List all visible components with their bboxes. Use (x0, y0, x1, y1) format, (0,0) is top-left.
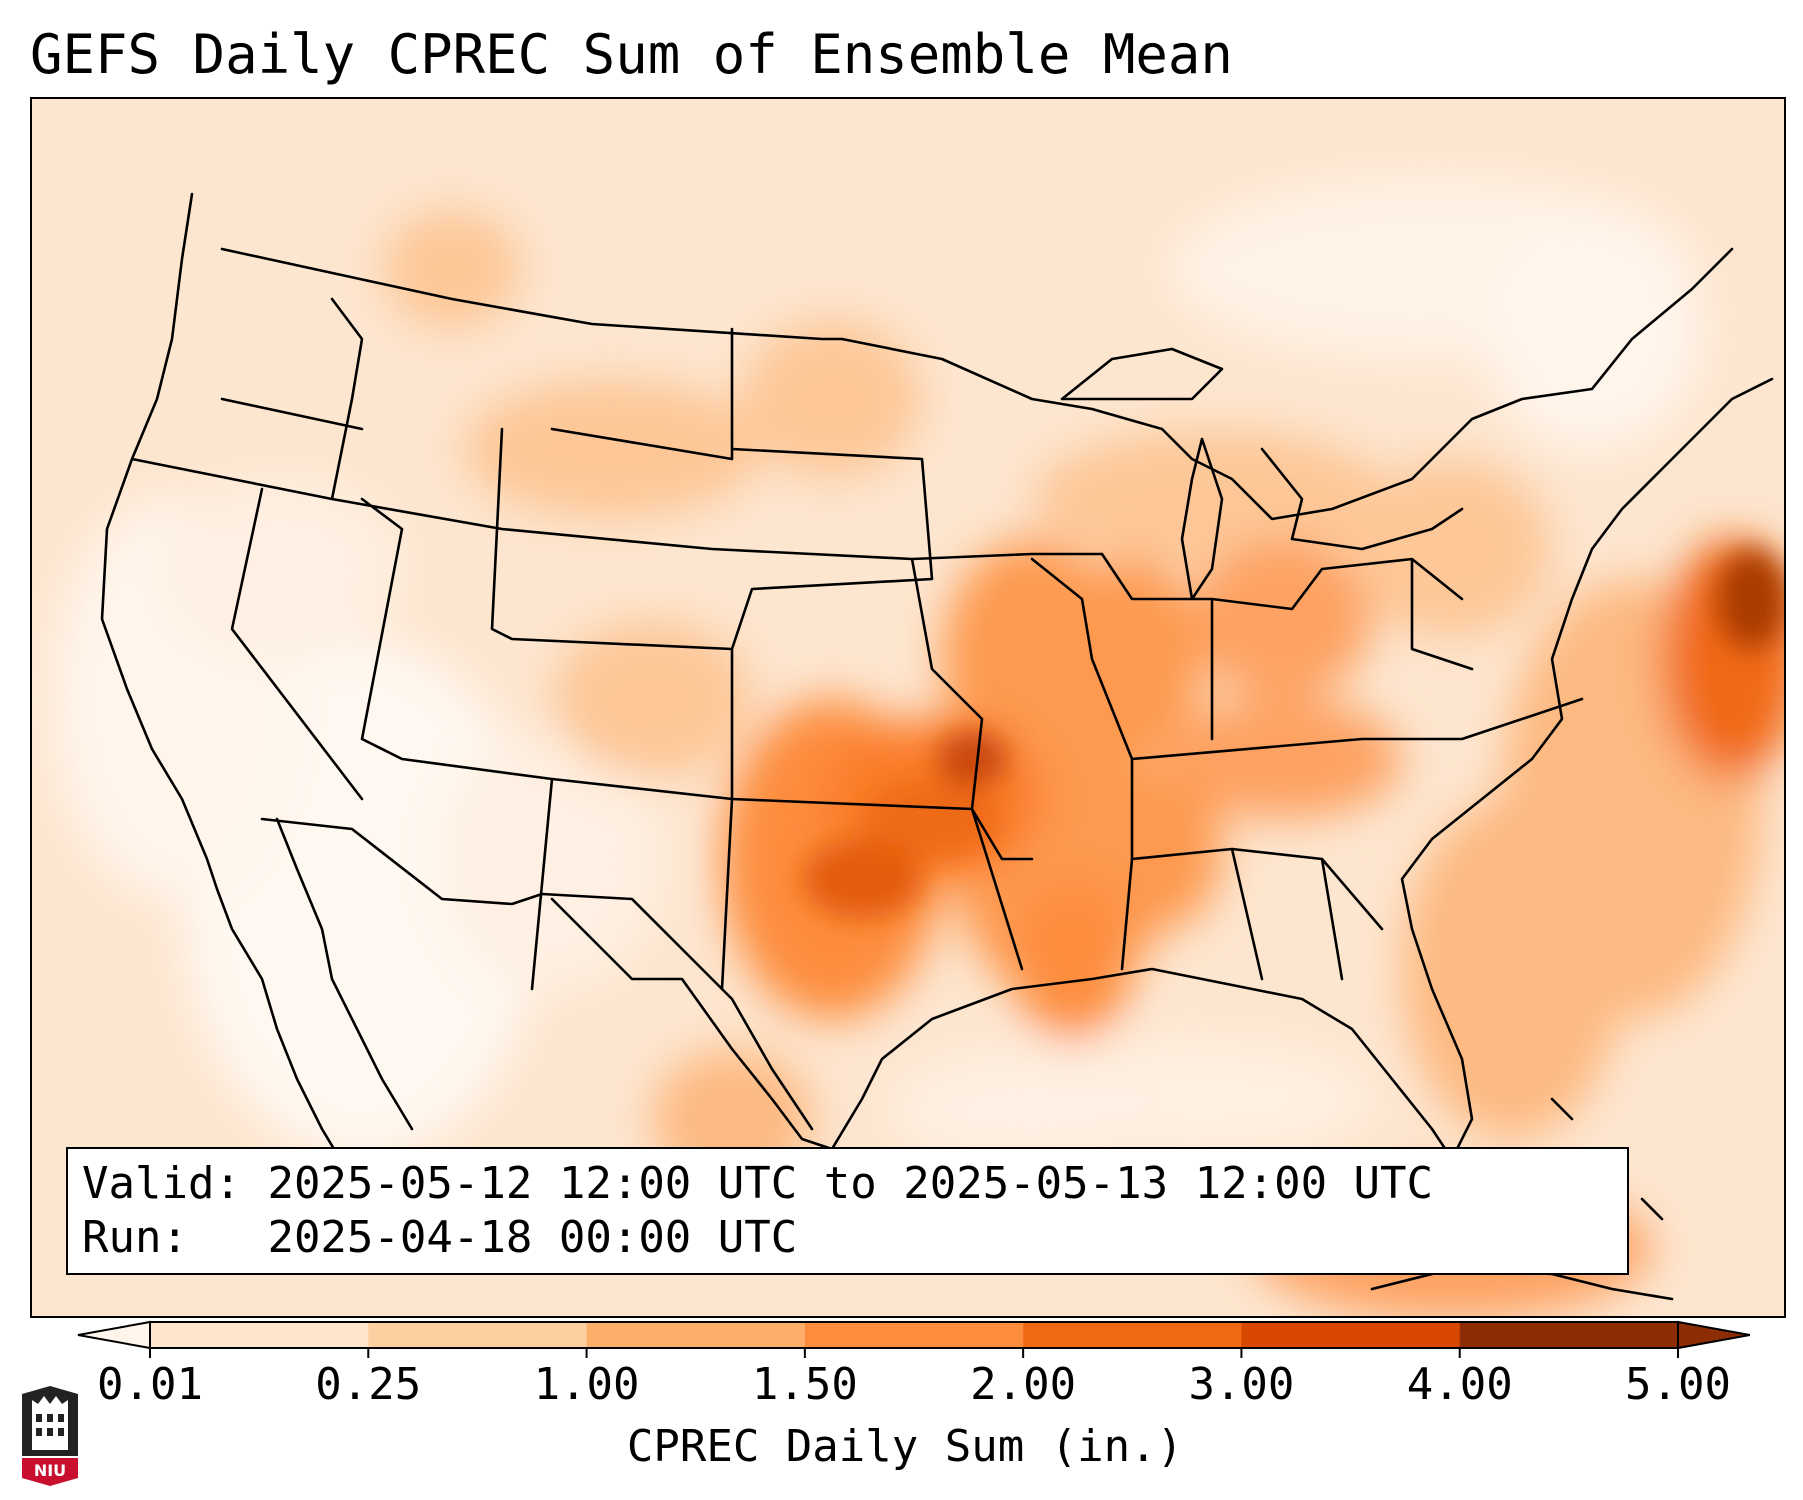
colorbar-extend-high (1677, 1320, 1750, 1350)
valid-label: Valid: (82, 1158, 241, 1209)
colorbar-segment (1241, 1322, 1461, 1348)
colorbar-tick-label: 2.00 (970, 1359, 1077, 1410)
west-coastline (100, 192, 394, 1261)
colorbar-tick-label: 1.00 (533, 1359, 640, 1410)
run-time: 2025-04-18 00:00 UTC (267, 1212, 798, 1263)
colorbar-tick-label: 5.00 (1625, 1359, 1731, 1410)
colorbar-outline (149, 1321, 1679, 1349)
colorbar-tick-label: 3.00 (1188, 1359, 1295, 1410)
us-canada-border (220, 247, 844, 341)
colorbar-segments (150, 1322, 1679, 1348)
baja-coast (275, 817, 414, 1131)
run-label: Run: (82, 1212, 188, 1263)
precip-map (32, 99, 1784, 1316)
colorbar-tick-label: 0.25 (315, 1359, 422, 1410)
valid-row: Valid: 2025-05-12 12:00 UTC to 2025-05-1… (82, 1157, 1613, 1211)
colorbar-segment (1023, 1322, 1242, 1348)
colorbar-segment (150, 1322, 369, 1348)
lake-superior (1060, 347, 1224, 401)
colorbar-tick-label: 0.01 (97, 1359, 203, 1410)
lake-michigan (1180, 437, 1224, 601)
svg-text:NIU: NIU (34, 1461, 66, 1480)
valid-time-box: Valid: 2025-05-12 12:00 UTC to 2025-05-1… (66, 1147, 1629, 1275)
run-row: Run: 2025-04-18 00:00 UTC (82, 1211, 1613, 1265)
colorbar-tick-label: 4.00 (1406, 1359, 1513, 1410)
colorbar-ticks (149, 1348, 1679, 1358)
colorbar-extend-low (77, 1320, 151, 1350)
colorbar-label: CPREC Daily Sum (in.) (626, 1421, 1184, 1472)
colorbar (77, 1320, 1750, 1358)
state-lines (130, 297, 1584, 991)
valid-range: 2025-05-12 12:00 UTC to 2025-05-13 12:00… (267, 1158, 1434, 1209)
niu-logo: NIU (22, 1386, 78, 1486)
colorbar-segment (368, 1322, 588, 1348)
map-panel (30, 97, 1786, 1318)
us-mexico-border (260, 817, 814, 1131)
colorbar-tick-label: 1.50 (751, 1359, 858, 1410)
great-lakes-border (840, 247, 1734, 521)
map-title: GEFS Daily CPREC Sum of Ensemble Mean (30, 23, 1233, 86)
precip-core (802, 549, 1784, 919)
colorbar-segment (804, 1322, 1024, 1348)
lake-huron-erie (1260, 447, 1464, 551)
colorbar-segment (586, 1322, 806, 1348)
colorbar-segment (1459, 1322, 1679, 1348)
